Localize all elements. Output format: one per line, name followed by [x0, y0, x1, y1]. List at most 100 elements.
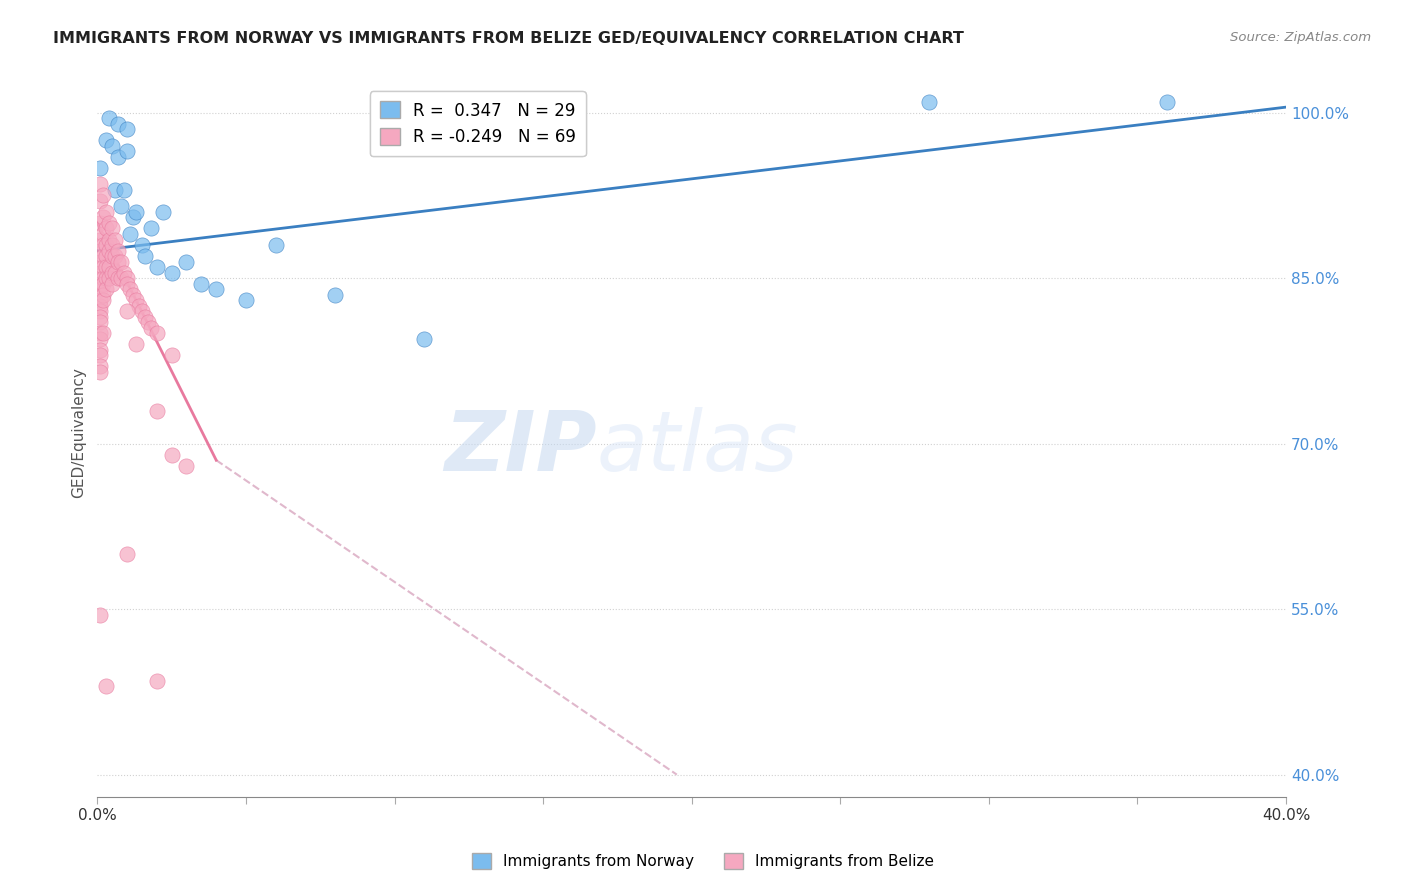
Point — [89, 282, 111, 296]
Point — [918, 95, 941, 109]
Point — [89, 315, 111, 329]
Point — [101, 138, 124, 153]
Point — [104, 249, 127, 263]
Point — [89, 348, 111, 362]
Point — [91, 260, 114, 274]
Point — [134, 310, 156, 324]
Point — [115, 547, 138, 561]
Point — [112, 183, 135, 197]
Point — [89, 365, 111, 379]
Point — [101, 277, 124, 291]
Point — [125, 205, 148, 219]
Point — [413, 332, 436, 346]
Point — [91, 277, 114, 291]
Point — [104, 183, 127, 197]
Point — [89, 178, 111, 192]
Point — [104, 233, 127, 247]
Text: Source: ZipAtlas.com: Source: ZipAtlas.com — [1230, 31, 1371, 45]
Point — [107, 254, 129, 268]
Point — [125, 293, 148, 308]
Point — [96, 282, 118, 296]
Point — [89, 607, 111, 622]
Point — [89, 161, 111, 175]
Point — [122, 287, 145, 301]
Point — [323, 287, 346, 301]
Point — [160, 266, 183, 280]
Point — [115, 277, 138, 291]
Point — [89, 254, 111, 268]
Point — [160, 348, 183, 362]
Point — [104, 266, 127, 280]
Point — [89, 299, 111, 313]
Point — [96, 249, 118, 263]
Point — [152, 205, 174, 219]
Point — [98, 111, 121, 125]
Point — [96, 133, 118, 147]
Point — [89, 326, 111, 341]
Point — [146, 673, 169, 688]
Point — [89, 359, 111, 374]
Point — [101, 221, 124, 235]
Point — [101, 266, 124, 280]
Point — [122, 211, 145, 225]
Point — [98, 244, 121, 258]
Point — [98, 260, 121, 274]
Text: IMMIGRANTS FROM NORWAY VS IMMIGRANTS FROM BELIZE GED/EQUIVALENCY CORRELATION CHA: IMMIGRANTS FROM NORWAY VS IMMIGRANTS FRO… — [53, 31, 965, 46]
Point — [89, 266, 111, 280]
Point — [89, 343, 111, 357]
Legend: Immigrants from Norway, Immigrants from Belize: Immigrants from Norway, Immigrants from … — [465, 847, 941, 875]
Text: atlas: atlas — [596, 407, 799, 488]
Point — [91, 271, 114, 285]
Point — [176, 458, 198, 473]
Point — [107, 150, 129, 164]
Legend: R =  0.347   N = 29, R = -0.249   N = 69: R = 0.347 N = 29, R = -0.249 N = 69 — [370, 91, 586, 156]
Point — [235, 293, 257, 308]
Point — [146, 326, 169, 341]
Point — [112, 266, 135, 280]
Point — [89, 310, 111, 324]
Point — [91, 188, 114, 202]
Point — [98, 271, 121, 285]
Point — [107, 271, 129, 285]
Point — [136, 315, 159, 329]
Point — [131, 238, 153, 252]
Point — [96, 271, 118, 285]
Point — [89, 194, 111, 208]
Point — [96, 238, 118, 252]
Point — [110, 199, 132, 213]
Point — [205, 282, 228, 296]
Point — [115, 304, 138, 318]
Point — [89, 304, 111, 318]
Point — [139, 221, 162, 235]
Point — [91, 293, 114, 308]
Point — [96, 679, 118, 693]
Y-axis label: GED/Equivalency: GED/Equivalency — [72, 368, 86, 498]
Point — [139, 320, 162, 334]
Point — [131, 304, 153, 318]
Point — [98, 233, 121, 247]
Point — [264, 238, 287, 252]
Point — [91, 227, 114, 241]
Point — [107, 117, 129, 131]
Point — [89, 244, 111, 258]
Point — [115, 145, 138, 159]
Point — [134, 249, 156, 263]
Point — [115, 122, 138, 136]
Point — [89, 332, 111, 346]
Point — [96, 221, 118, 235]
Point — [160, 448, 183, 462]
Point — [110, 271, 132, 285]
Point — [91, 249, 114, 263]
Point — [96, 205, 118, 219]
Point — [89, 293, 111, 308]
Point — [125, 337, 148, 351]
Point — [91, 287, 114, 301]
Point — [1156, 95, 1178, 109]
Point — [118, 227, 141, 241]
Point — [190, 277, 212, 291]
Point — [107, 244, 129, 258]
Point — [101, 249, 124, 263]
Text: ZIP: ZIP — [444, 407, 596, 488]
Point — [89, 233, 111, 247]
Point — [146, 403, 169, 417]
